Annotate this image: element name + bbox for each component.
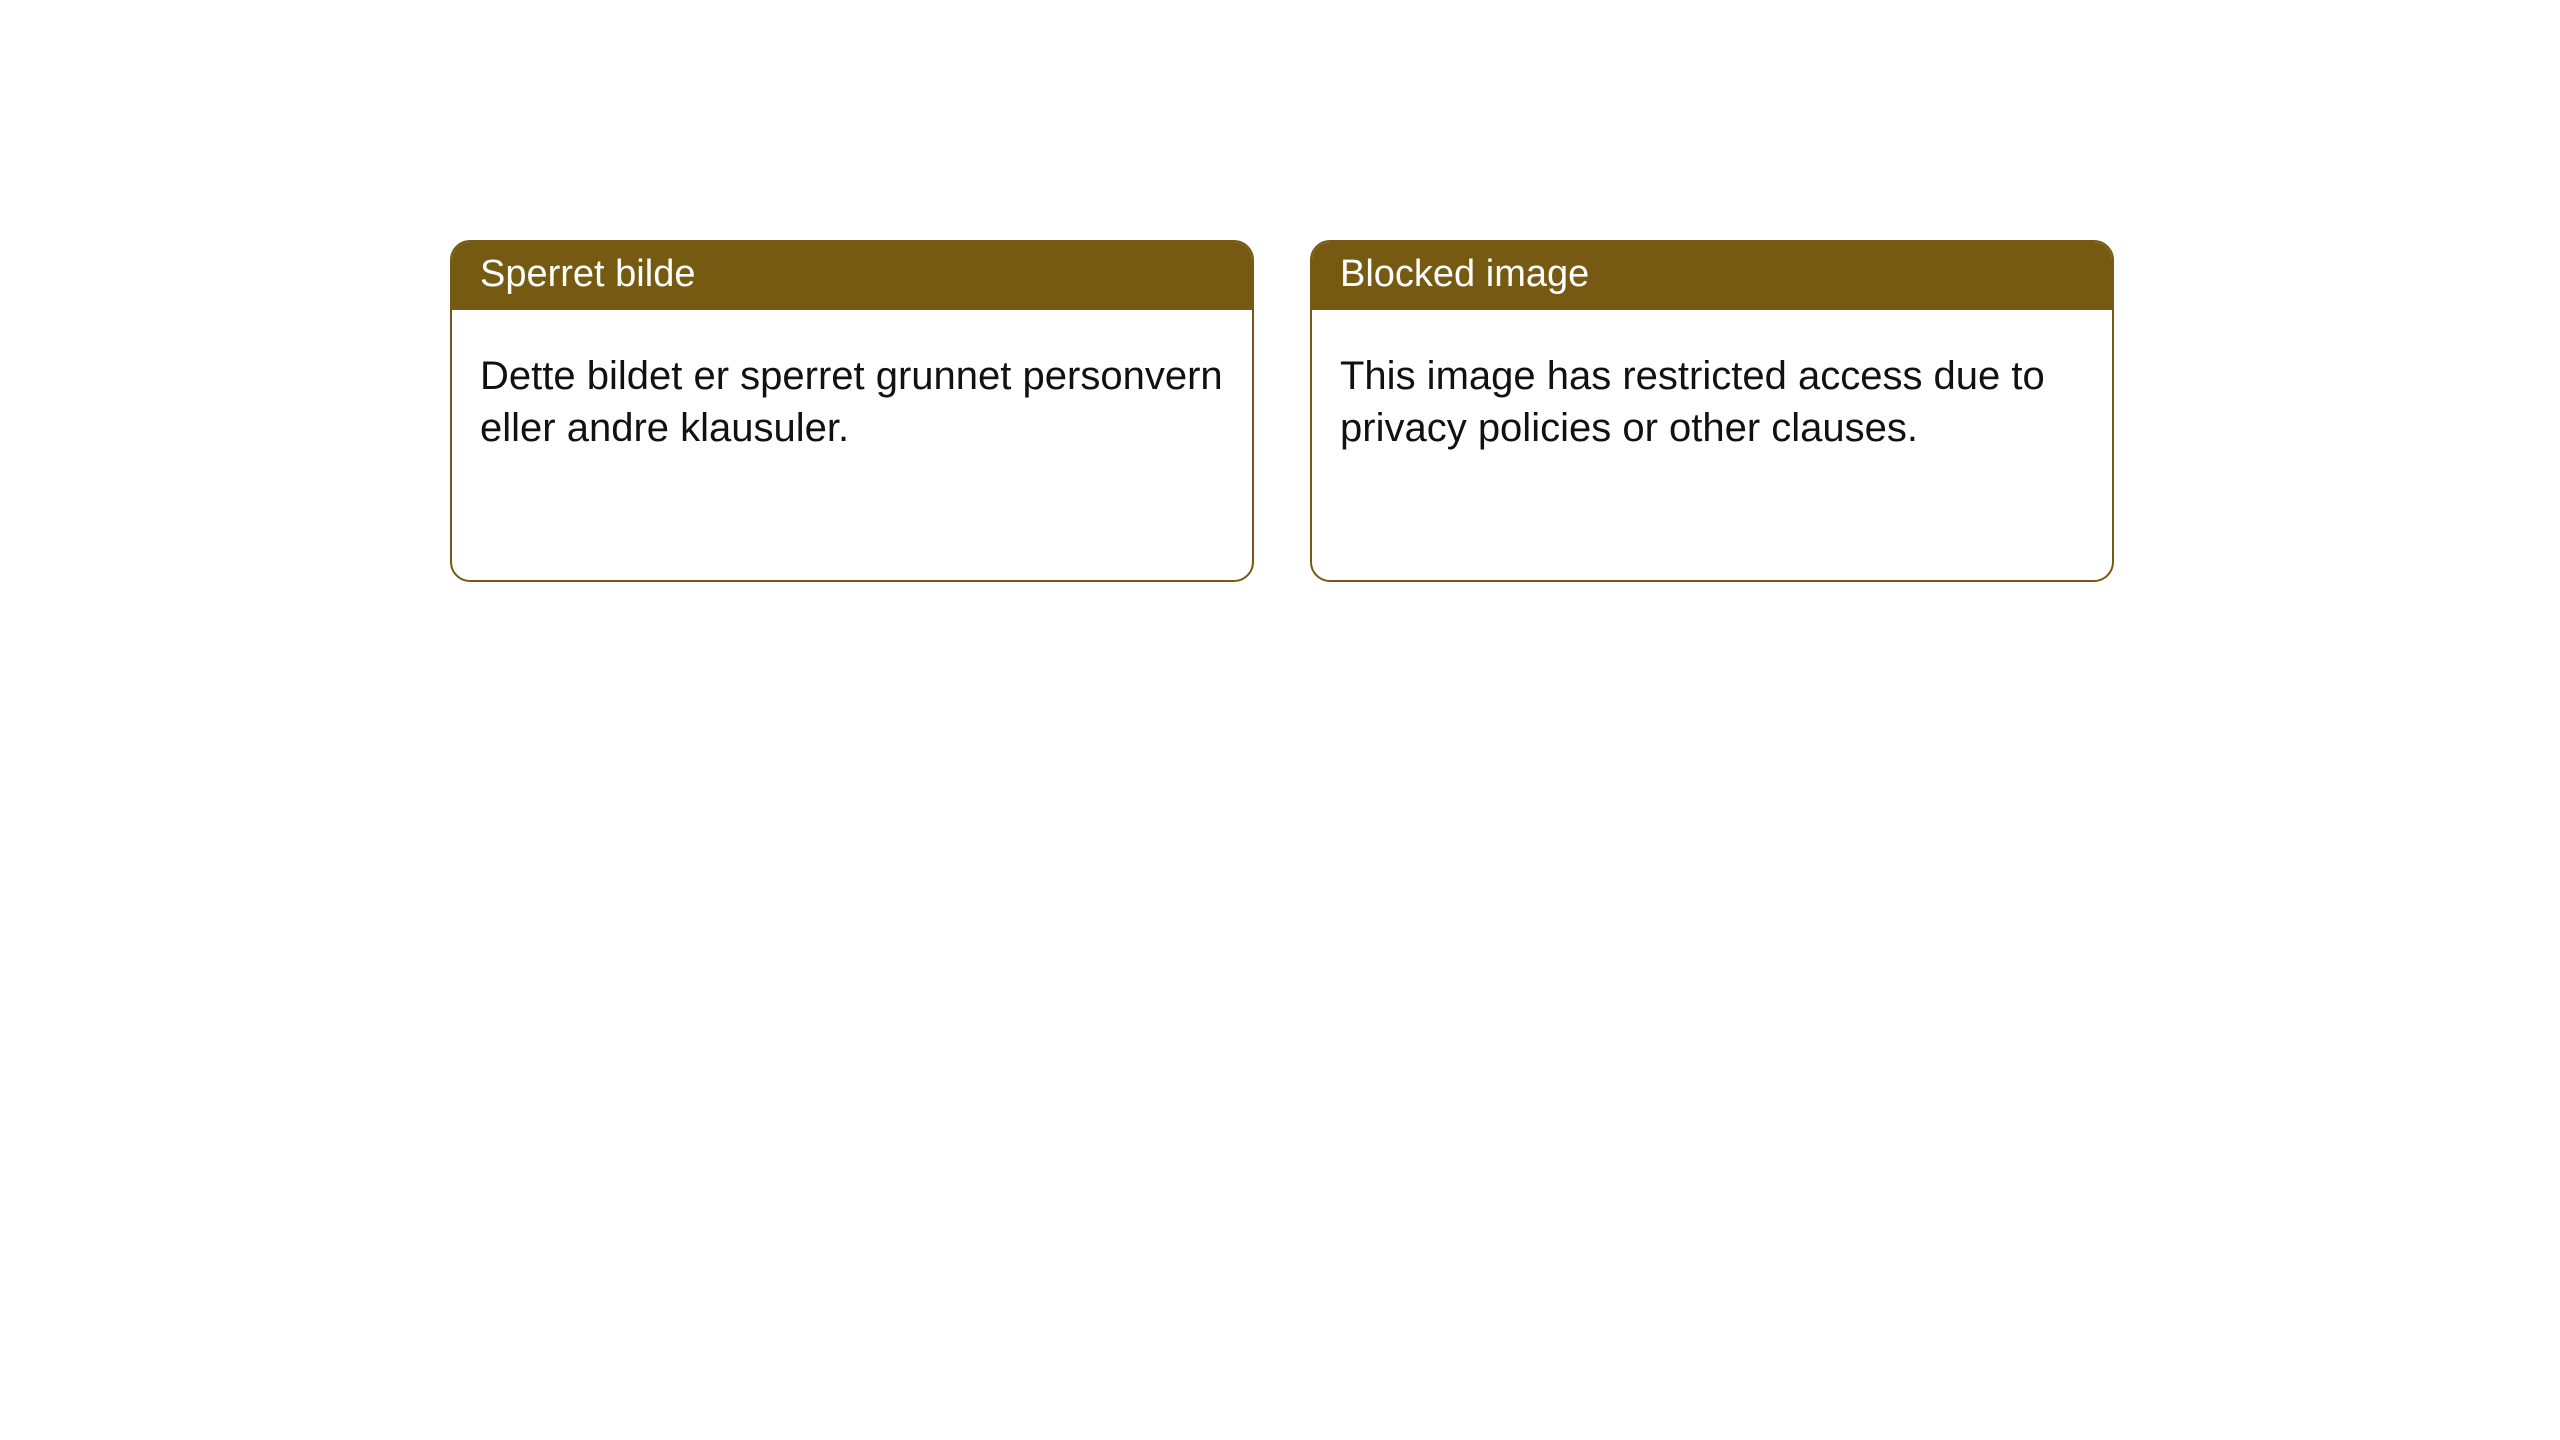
notice-header-norwegian: Sperret bilde — [452, 242, 1252, 310]
notice-card-english: Blocked image This image has restricted … — [1310, 240, 2114, 582]
notice-header-english: Blocked image — [1312, 242, 2112, 310]
notice-body-english: This image has restricted access due to … — [1312, 310, 2112, 580]
notice-card-norwegian: Sperret bilde Dette bildet er sperret gr… — [450, 240, 1254, 582]
notice-container: Sperret bilde Dette bildet er sperret gr… — [450, 240, 2114, 582]
notice-body-norwegian: Dette bildet er sperret grunnet personve… — [452, 310, 1252, 580]
